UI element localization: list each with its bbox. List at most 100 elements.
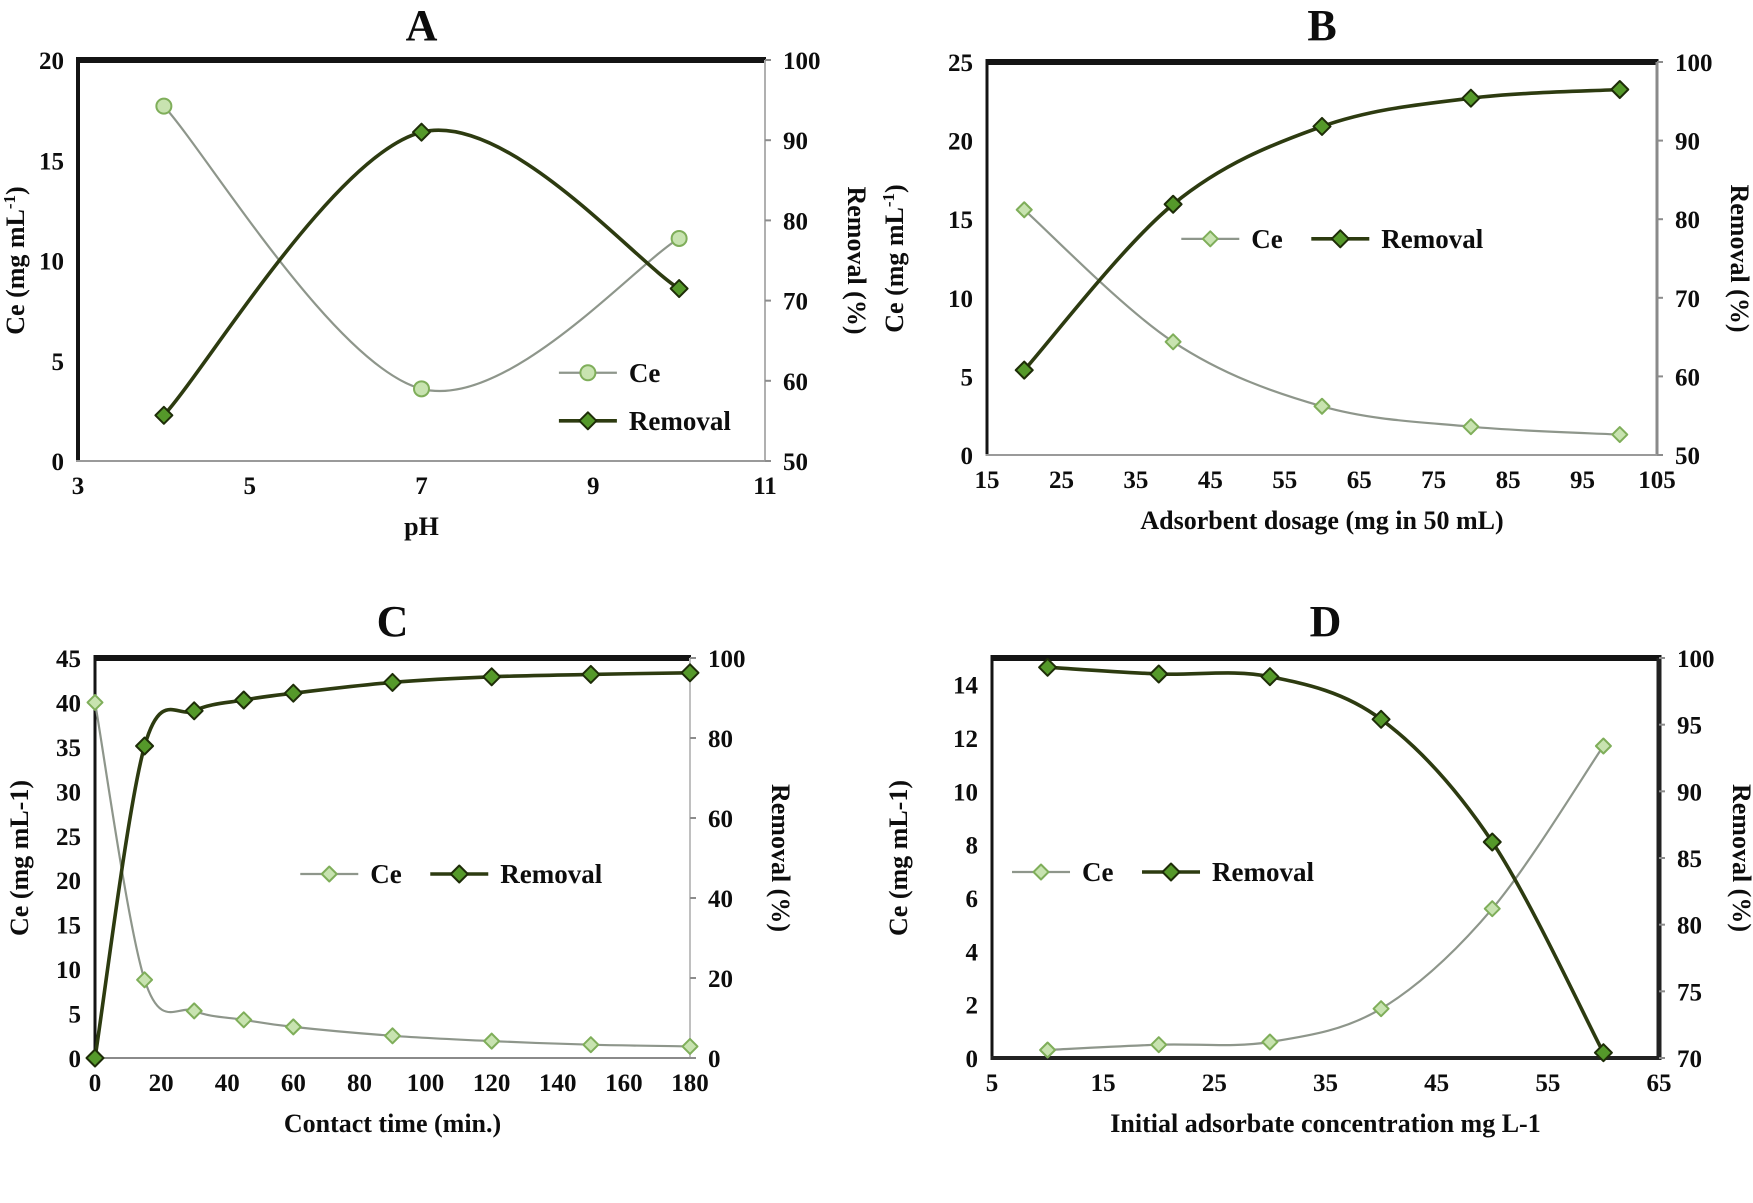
svg-text:10: 10 <box>953 779 978 806</box>
chart-panel-a: A 3 5 7 9 11 0 5 10 15 20 50 60 70 80 90 100 pH Ce (mg mL-… <box>0 0 876 600</box>
svg-text:65: 65 <box>1647 1070 1672 1097</box>
svg-text:A: A <box>406 1 438 50</box>
svg-text:50: 50 <box>783 449 808 476</box>
svg-text:90: 90 <box>1677 779 1702 806</box>
svg-text:50: 50 <box>1675 443 1700 470</box>
svg-text:8: 8 <box>966 833 979 860</box>
svg-text:5: 5 <box>52 349 65 376</box>
svg-text:100: 100 <box>783 48 821 75</box>
svg-text:20: 20 <box>948 129 973 156</box>
svg-text:Ce (mg mL-1): Ce (mg mL-1) <box>5 780 34 936</box>
svg-text:20: 20 <box>149 1070 174 1097</box>
svg-text:25: 25 <box>1202 1070 1227 1097</box>
svg-text:3: 3 <box>72 473 85 500</box>
svg-text:40: 40 <box>215 1070 240 1097</box>
svg-text:Removal (%): Removal (%) <box>1727 784 1753 932</box>
svg-text:Adsorbent dosage (mg in 50 mL): Adsorbent dosage (mg in 50 mL) <box>1140 506 1503 535</box>
svg-text:90: 90 <box>1675 129 1700 156</box>
chart-panel-d: D 5 15 25 35 45 55 65 0 2 4 6 8 10 12 14 70 75 80 85 90 95 100… <box>877 600 1753 1203</box>
svg-text:Ce: Ce <box>629 358 660 388</box>
chart-c-canvas: C0 20 40 60 80 100 120 140 160 180051015202530354… <box>5 600 795 1138</box>
chart-a-canvas: A 3 5 7 9 11 0 5 10 15 20 50 60 70 80 90 100 pH Ce (mg mL-… <box>0 1 871 541</box>
svg-text:30: 30 <box>56 779 81 806</box>
svg-text:Removal (%): Removal (%) <box>842 186 871 334</box>
svg-text:Removal: Removal <box>500 859 602 889</box>
svg-text:10: 10 <box>948 286 973 313</box>
svg-text:15: 15 <box>1091 1070 1116 1097</box>
svg-text:5: 5 <box>244 473 257 500</box>
svg-text:Initial adsorbate concentratio: Initial adsorbate concentration mg L-1 <box>1110 1109 1540 1138</box>
svg-text:105: 105 <box>1638 467 1676 494</box>
svg-text:20: 20 <box>39 48 64 75</box>
svg-text:40: 40 <box>708 886 733 913</box>
svg-text:60: 60 <box>783 369 808 396</box>
svg-text:80: 80 <box>347 1070 372 1097</box>
svg-text:80: 80 <box>783 208 808 235</box>
svg-text:6: 6 <box>966 886 979 913</box>
svg-text:100: 100 <box>708 646 746 673</box>
svg-text:B: B <box>1307 1 1336 50</box>
svg-text:120: 120 <box>473 1070 511 1097</box>
svg-text:7: 7 <box>415 473 428 500</box>
svg-text:45: 45 <box>1424 1070 1449 1097</box>
svg-text:Removal: Removal <box>629 406 731 436</box>
svg-text:0: 0 <box>961 443 974 470</box>
svg-text:80: 80 <box>708 726 733 753</box>
svg-text:20: 20 <box>56 868 81 895</box>
svg-text:0: 0 <box>52 449 65 476</box>
svg-text:Ce: Ce <box>1082 857 1113 887</box>
svg-text:C: C <box>377 600 409 646</box>
svg-text:80: 80 <box>1675 207 1700 234</box>
svg-text:180: 180 <box>671 1070 709 1097</box>
chart-panel-b: B 15 25 35 45 55 65 75 85 95 105 0 5 10 15 20 25 50 60 70 80… <box>877 0 1753 600</box>
svg-text:60: 60 <box>708 806 733 833</box>
svg-text:Removal (%): Removal (%) <box>1725 184 1753 332</box>
svg-text:95: 95 <box>1677 713 1702 740</box>
svg-text:85: 85 <box>1496 467 1521 494</box>
svg-text:25: 25 <box>56 824 81 851</box>
svg-text:140: 140 <box>539 1070 577 1097</box>
svg-text:45: 45 <box>56 646 81 673</box>
svg-text:15: 15 <box>975 467 1000 494</box>
svg-text:65: 65 <box>1347 467 1372 494</box>
svg-text:15: 15 <box>39 148 64 175</box>
svg-text:0: 0 <box>89 1070 102 1097</box>
svg-text:10: 10 <box>39 249 64 276</box>
chart-d-canvas: D 5 15 25 35 45 55 65 0 2 4 6 8 10 12 14 70 75 80 85 90 95 100… <box>884 600 1753 1138</box>
svg-text:Ce (mg mL-1): Ce (mg mL-1) <box>884 780 913 936</box>
svg-text:100: 100 <box>407 1070 445 1097</box>
svg-text:0: 0 <box>69 1046 82 1073</box>
svg-text:Removal: Removal <box>1212 857 1314 887</box>
svg-text:2: 2 <box>966 993 979 1020</box>
svg-text:10: 10 <box>56 957 81 984</box>
svg-text:55: 55 <box>1272 467 1297 494</box>
svg-text:80: 80 <box>1677 913 1702 940</box>
svg-text:5: 5 <box>69 1002 82 1029</box>
svg-text:35: 35 <box>1313 1070 1338 1097</box>
svg-text:90: 90 <box>783 128 808 155</box>
svg-text:160: 160 <box>605 1070 643 1097</box>
svg-text:100: 100 <box>1675 50 1713 77</box>
svg-text:70: 70 <box>1677 1046 1702 1073</box>
svg-text:70: 70 <box>783 289 808 316</box>
svg-text:25: 25 <box>1049 467 1074 494</box>
svg-text:Contact time (min.): Contact time (min.) <box>284 1109 501 1138</box>
svg-text:Ce: Ce <box>1251 224 1282 254</box>
svg-text:4: 4 <box>966 939 979 966</box>
svg-text:Ce (mg mL-1): Ce (mg mL-1) <box>879 184 910 332</box>
svg-text:75: 75 <box>1421 467 1446 494</box>
svg-text:20: 20 <box>708 966 733 993</box>
svg-text:Removal: Removal <box>1381 224 1483 254</box>
svg-text:14: 14 <box>953 673 979 700</box>
svg-text:25: 25 <box>948 50 973 77</box>
svg-text:70: 70 <box>1675 286 1700 313</box>
svg-text:95: 95 <box>1570 467 1595 494</box>
svg-text:0: 0 <box>708 1046 721 1073</box>
svg-text:Ce (mg mL-1): Ce (mg mL-1) <box>0 186 30 334</box>
svg-text:45: 45 <box>1198 467 1223 494</box>
svg-text:35: 35 <box>56 735 81 762</box>
svg-text:D: D <box>1310 600 1342 646</box>
chart-b-canvas: B 15 25 35 45 55 65 75 85 95 105 0 5 10 15 20 25 50 60 70 80… <box>879 1 1753 535</box>
chart-panel-c: C 0 20 40 60 80 100 120 140 160 180 0 5 10 15 20 25 30 35 4… <box>0 600 876 1203</box>
